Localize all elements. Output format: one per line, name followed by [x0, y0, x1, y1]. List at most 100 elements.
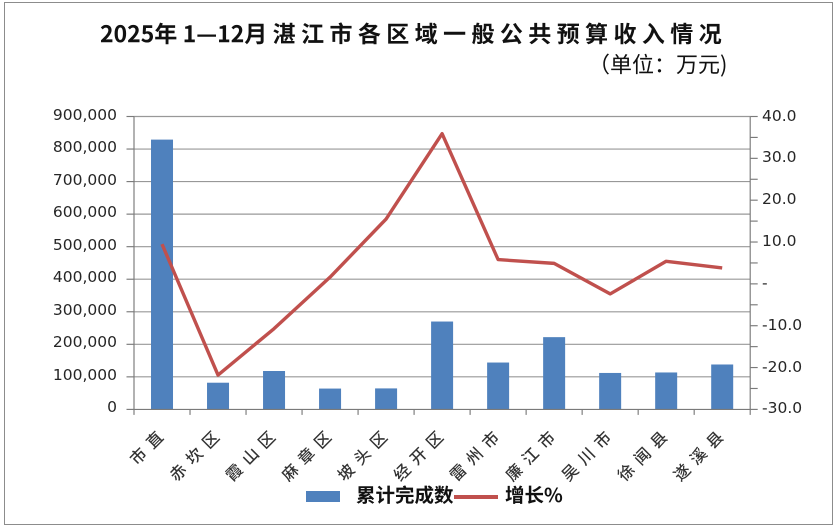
y-right-label: 10.0 — [762, 232, 797, 251]
glyph-run — [672, 430, 725, 482]
text-glyphs — [602, 53, 725, 78]
glyph — [670, 22, 693, 45]
y-right-label: -10.0 — [762, 315, 803, 334]
glyph — [602, 53, 609, 75]
text-glyphs — [561, 430, 611, 482]
text-glyphs — [356, 485, 453, 505]
y-left-label: 900,000 — [52, 105, 117, 124]
glyph — [698, 55, 719, 75]
glyph — [141, 25, 154, 43]
text-glyphs — [393, 429, 445, 482]
text-glyphs — [505, 430, 555, 482]
text-glyphs — [505, 485, 562, 505]
glyph — [642, 23, 665, 45]
glyph — [544, 487, 562, 503]
y-left-label: 500,000 — [52, 235, 117, 254]
text-glyphs — [129, 429, 165, 464]
glyph-run — [100, 22, 722, 45]
x-category-label-8: 吴川市 — [559, 428, 614, 483]
bar-10 — [711, 364, 734, 410]
glyph — [699, 24, 722, 45]
glyph — [415, 23, 438, 45]
glyph-run — [602, 53, 725, 78]
text-glyphs — [336, 429, 389, 480]
y-left-label: 600,000 — [52, 203, 117, 222]
glyph — [524, 486, 543, 505]
glyph — [650, 430, 669, 449]
y-left-label: 700,000 — [52, 170, 117, 189]
x-category-label-6: 雷州市 — [447, 428, 502, 483]
legend-line-swatch — [453, 494, 498, 499]
glyph — [676, 55, 697, 75]
glyph — [448, 462, 467, 481]
glyph-run — [356, 485, 453, 505]
text-glyphs — [672, 430, 725, 482]
chart-subtitle: （单位：万元) — [588, 53, 727, 78]
text-glyphs — [617, 430, 669, 481]
glyph — [231, 25, 244, 43]
glyph — [297, 446, 316, 465]
glyph — [388, 23, 409, 44]
chart-title: 2025年1—12月湛江市各区域一般公共预算收入情况 — [100, 22, 722, 45]
text-glyphs — [170, 429, 221, 481]
x-category-label-4: 坡头区 — [335, 428, 390, 483]
x-category-label-10: 遂溪县 — [671, 428, 726, 483]
x-category-label-7: 廉江市 — [503, 428, 558, 483]
glyph — [302, 23, 324, 45]
text-glyphs — [100, 22, 722, 45]
glyph — [706, 430, 725, 449]
x-category-label-9: 徐闻县 — [615, 428, 670, 483]
glyph — [128, 25, 140, 43]
y-right-label: -30.0 — [762, 399, 803, 418]
glyph — [500, 23, 523, 45]
glyph — [414, 485, 433, 505]
glyph — [155, 22, 177, 45]
glyph — [466, 445, 484, 465]
glyph — [100, 25, 113, 43]
bar-8 — [599, 372, 622, 410]
legend-bar-label: 累计完成数 — [356, 485, 454, 505]
glyph — [185, 447, 204, 464]
glyph — [224, 462, 244, 482]
y-right-label: 20.0 — [762, 190, 797, 209]
glyph — [184, 25, 195, 43]
glyph — [614, 22, 637, 45]
x-category-label-2: 霞山区 — [223, 428, 278, 483]
glyph — [529, 23, 551, 45]
glyph — [444, 32, 466, 36]
y-right-label: 40.0 — [762, 106, 797, 125]
bar-4 — [375, 388, 398, 410]
y-left-label: 800,000 — [52, 138, 117, 157]
glyph — [557, 23, 580, 45]
legend-bar-swatch — [306, 491, 340, 502]
glyph-run — [505, 485, 562, 505]
text-glyphs — [448, 430, 499, 481]
bar-3 — [319, 388, 342, 410]
glyph — [219, 25, 230, 43]
y-left-label: 100,000 — [52, 365, 117, 384]
glyph — [375, 486, 394, 505]
glyph — [281, 462, 299, 482]
glyph — [273, 22, 296, 45]
legend-line-label: 增长% — [505, 485, 563, 505]
x-category-label-1: 赤坎区 — [167, 428, 222, 483]
glyph — [672, 462, 692, 482]
x-category-label-5: 经开区 — [391, 428, 446, 483]
bar-7 — [543, 337, 566, 410]
glyph — [358, 22, 381, 45]
text-glyphs — [224, 429, 277, 482]
x-category-label-3: 麻章区 — [279, 428, 334, 483]
glyph — [561, 463, 580, 482]
glyph — [632, 54, 653, 75]
glyph — [244, 24, 264, 45]
glyph — [585, 22, 608, 45]
glyph — [114, 25, 127, 43]
glyph — [505, 485, 523, 505]
x-category-label-0: 市直 — [127, 428, 166, 467]
y-right-label: -20.0 — [762, 357, 803, 376]
glyph — [433, 485, 453, 505]
glyph — [472, 22, 495, 45]
bar-2 — [263, 370, 286, 410]
